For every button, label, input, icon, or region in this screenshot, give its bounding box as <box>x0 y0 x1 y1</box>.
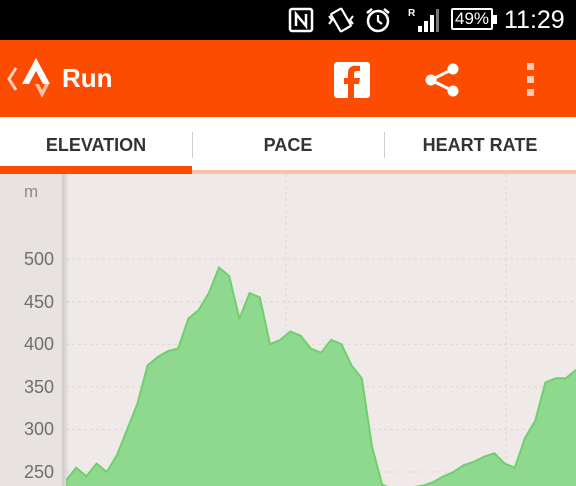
status-bar: R 49% 11:29 <box>0 0 576 40</box>
battery-indicator: 49% <box>451 8 497 30</box>
y-tick-label: 500 <box>24 249 55 269</box>
y-axis-shadow <box>62 174 70 486</box>
share-icon[interactable] <box>423 61 461 99</box>
y-axis-unit: m <box>24 182 39 201</box>
y-tick-label: 400 <box>24 334 55 355</box>
tab-divider <box>192 132 193 158</box>
elevation-line <box>65 265 576 486</box>
tab-selected-indicator <box>0 166 192 174</box>
svg-text:R: R <box>408 8 416 19</box>
facebook-icon <box>344 65 360 98</box>
tab-elevation[interactable]: ELEVATION <box>45 135 147 155</box>
y-axis-panel <box>0 174 66 486</box>
elevation-area <box>66 267 576 486</box>
y-tick-label: 250 <box>24 462 55 482</box>
tab-pace[interactable]: PACE <box>263 135 313 155</box>
y-tick-label: 450 <box>24 291 55 312</box>
elevation-chart-plot <box>65 174 576 486</box>
nfc-icon <box>288 7 314 33</box>
facebook-button[interactable] <box>334 62 370 98</box>
elevation-chart[interactable]: m 500 450 400 350 300 250 <box>0 174 576 486</box>
vibrate-icon <box>328 7 354 33</box>
action-bar: Run <box>0 40 576 117</box>
tab-heart-rate[interactable]: HEART RATE <box>422 135 538 155</box>
signal-roaming-icon: R <box>408 8 439 32</box>
tab-underline <box>0 170 576 174</box>
strava-logo-icon[interactable] <box>18 54 58 104</box>
y-tick-label: 350 <box>24 376 55 397</box>
alarm-icon <box>366 8 390 33</box>
clock: 11:29 <box>504 6 565 34</box>
back-chevron-icon[interactable] <box>6 64 18 94</box>
tab-bar: ELEVATION PACE HEART RATE <box>0 117 576 174</box>
overflow-menu-icon[interactable] <box>524 60 538 100</box>
page-title: Run <box>62 63 113 93</box>
tab-divider <box>384 132 385 158</box>
y-tick-label: 300 <box>24 419 55 440</box>
